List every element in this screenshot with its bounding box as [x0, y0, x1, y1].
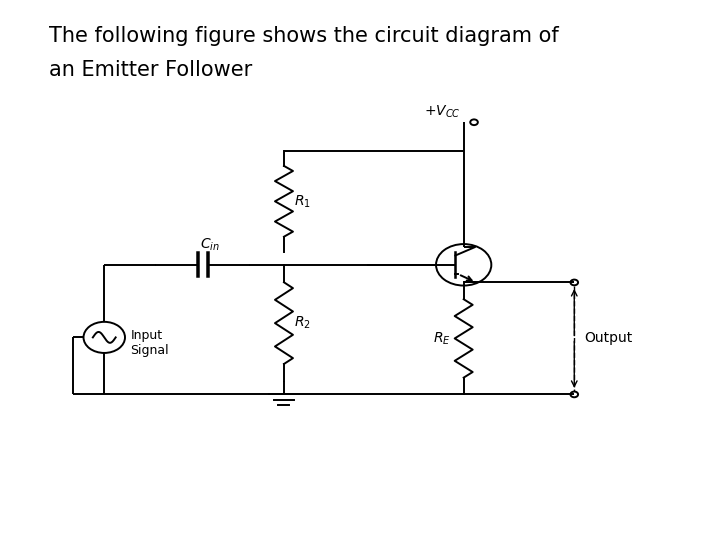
- Text: $R_E$: $R_E$: [433, 330, 450, 347]
- Text: $R_1$: $R_1$: [294, 193, 310, 210]
- Text: an Emitter Follower: an Emitter Follower: [49, 60, 252, 80]
- Text: $+V_{CC}$: $+V_{CC}$: [423, 103, 460, 120]
- Text: Output: Output: [585, 332, 633, 346]
- Text: The following figure shows the circuit diagram of: The following figure shows the circuit d…: [49, 26, 559, 46]
- Text: Input
Signal: Input Signal: [130, 328, 169, 356]
- Text: $C_{in}$: $C_{in}$: [199, 237, 220, 253]
- Text: $R_2$: $R_2$: [294, 315, 310, 332]
